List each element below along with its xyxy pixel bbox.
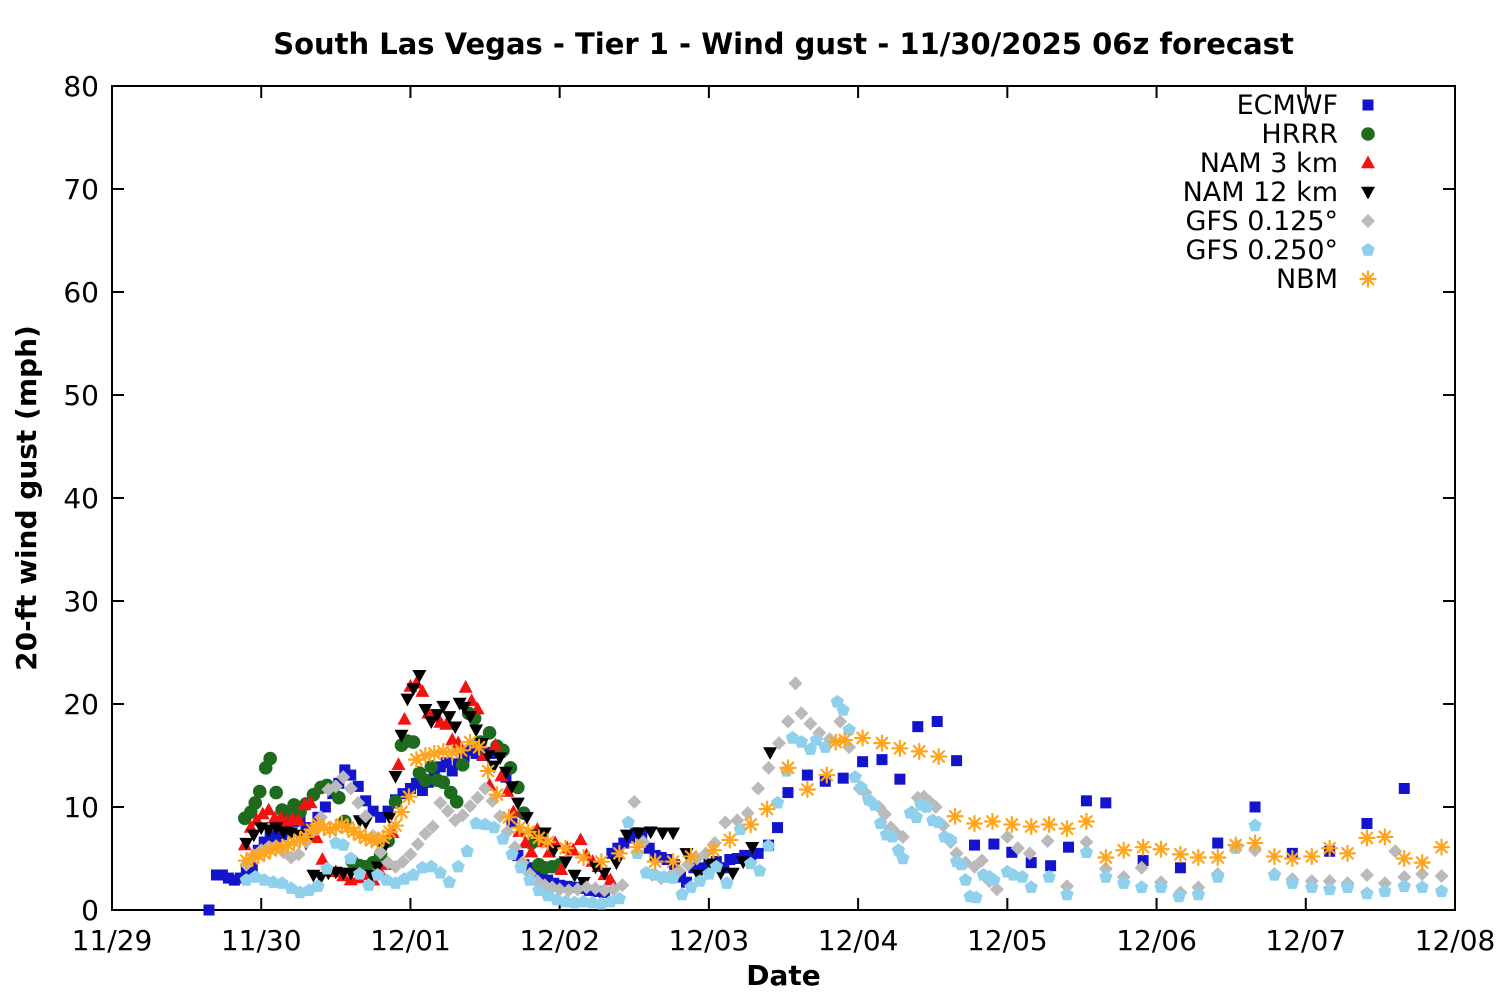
legend-label: HRRR [1261, 119, 1338, 150]
x-axis-label: Date [746, 959, 821, 992]
x-tick-label: 11/29 [72, 924, 153, 957]
series-nbm [237, 729, 1451, 872]
legend-marker-pentagon-icon [1361, 243, 1375, 256]
legend-label: NBM [1276, 264, 1338, 295]
y-tick-label: 0 [81, 894, 99, 927]
series-gfs-0-250 [239, 694, 1449, 910]
legend-marker-square-icon [1362, 99, 1374, 111]
x-tick-label: 12/07 [1265, 924, 1346, 957]
y-tick-label: 40 [63, 482, 99, 515]
legend-item-ecmwf: ECMWF [1237, 90, 1374, 121]
legend-label: GFS 0.125° [1186, 206, 1339, 237]
y-tick-label: 70 [63, 173, 99, 206]
legend-marker-triangle-down-icon [1361, 186, 1375, 200]
y-tick-label: 30 [63, 585, 99, 618]
x-tick-label: 12/04 [818, 924, 899, 957]
legend-marker-asterisk-icon [1359, 270, 1377, 288]
tick-labels: 11/29 11/30 12/01 12/02 12/03 12/04 12/05 12/06… [63, 70, 1495, 957]
legend-item-nbm: NBM [1276, 264, 1377, 295]
y-tick-label: 60 [63, 276, 99, 309]
y-tick-label: 20 [63, 688, 99, 721]
x-tick-label: 12/02 [519, 924, 600, 957]
legend-item-gfs-0-125: GFS 0.125° [1186, 206, 1375, 237]
legend-item-hrrr: HRRR [1261, 119, 1375, 150]
y-axis-label: 20-ft wind gust (mph) [10, 325, 43, 671]
y-tick-label: 80 [63, 70, 99, 103]
legend-item-nam-3-km: NAM 3 km [1200, 148, 1375, 179]
legend-label: NAM 3 km [1200, 148, 1338, 179]
x-tick-label: 12/01 [370, 924, 451, 957]
x-tick-label: 12/03 [669, 924, 750, 957]
x-tick-label: 12/08 [1415, 924, 1496, 957]
series-nam-12-km [239, 669, 778, 890]
legend-label: ECMWF [1237, 90, 1338, 121]
x-tick-label: 12/05 [967, 924, 1048, 957]
legend-item-gfs-0-250: GFS 0.250° [1186, 235, 1375, 266]
x-tick-label: 12/06 [1116, 924, 1197, 957]
legend-marker-diamond-icon [1361, 214, 1375, 228]
y-tick-label: 50 [63, 379, 99, 412]
x-tick-label: 11/30 [221, 924, 302, 957]
legend-marker-circle-icon [1361, 127, 1375, 141]
chart-title: South Las Vegas - Tier 1 - Wind gust - 1… [273, 27, 1294, 61]
legend-marker-triangle-up-icon [1361, 155, 1375, 169]
legend-label: GFS 0.250° [1186, 235, 1339, 266]
legend-item-nam-12-km: NAM 12 km [1183, 177, 1375, 208]
legend-label: NAM 12 km [1183, 177, 1338, 208]
y-tick-label: 10 [63, 791, 99, 824]
